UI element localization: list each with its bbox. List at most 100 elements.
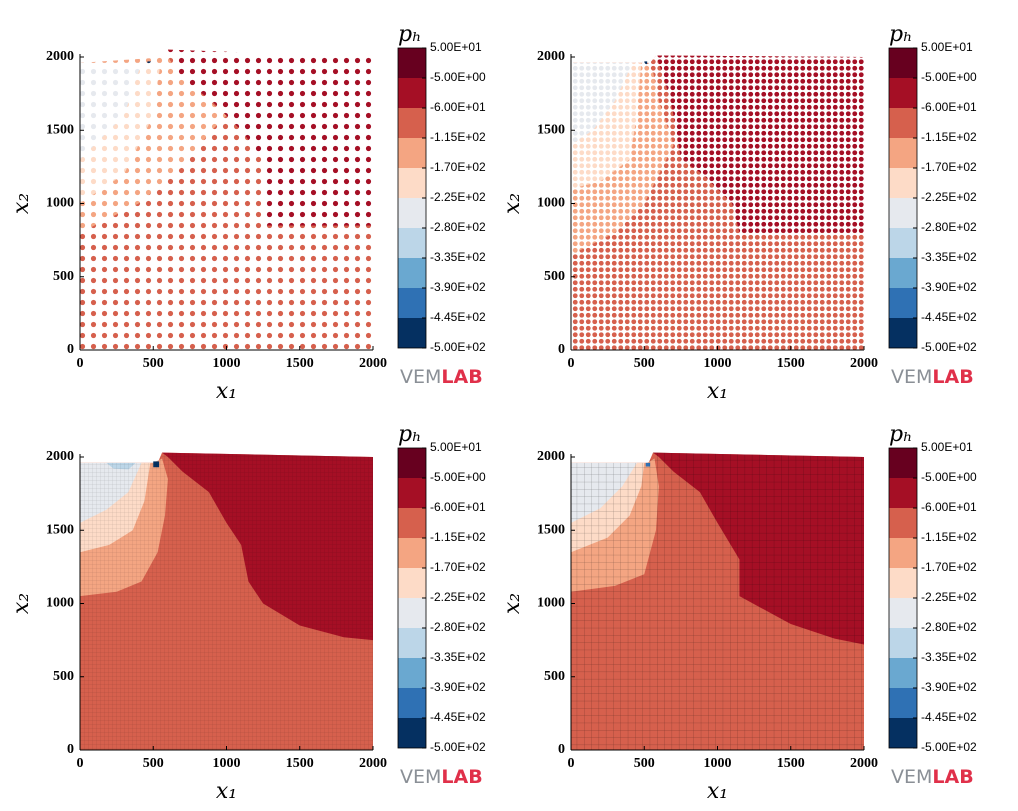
colorbar-band [889, 228, 917, 258]
logo: VEMLAB [891, 766, 974, 788]
colorbar-band [889, 258, 917, 288]
x-tick-label: 500 [634, 356, 655, 371]
colorbar-tick-label: -4.45E+02 [430, 710, 486, 724]
colorbar-band [889, 78, 917, 108]
colorbar-band [889, 448, 917, 478]
colorbar-band [398, 448, 426, 478]
colorbar-tick-label: -5.00E+02 [430, 740, 486, 754]
x-tick-label: 1000 [213, 756, 241, 771]
colorbar-band [889, 198, 917, 228]
logo-lab: LAB [441, 766, 482, 788]
y-tick-label: 1000 [46, 196, 74, 211]
colorbar-band [398, 628, 426, 658]
logo-lab: LAB [932, 366, 973, 388]
x-tick-label: 2000 [359, 756, 387, 771]
colorbar-tick-label: 5.00E+01 [921, 40, 973, 54]
colorbar-band [889, 478, 917, 508]
y-tick-label: 1500 [537, 522, 565, 537]
pressure-field [80, 452, 373, 750]
x-axis-label: x₁ [707, 779, 728, 804]
pressure-region [571, 62, 633, 145]
y-tick-label: 2000 [46, 49, 74, 64]
x-axis-label: x₁ [707, 379, 728, 404]
y-tick-label: 1000 [537, 596, 565, 611]
logo: VEMLAB [891, 366, 974, 388]
colorbar-band [398, 48, 426, 78]
colorbar-tick-label: -1.70E+02 [921, 560, 977, 574]
colorbar-tick-label: -4.45E+02 [921, 710, 977, 724]
colorbar-tick-label: -2.80E+02 [430, 220, 486, 234]
colorbar-tick-label: -3.35E+02 [430, 650, 486, 664]
colorbar-band [889, 138, 917, 168]
x-tick-label: 500 [143, 356, 164, 371]
pressure-region [167, 49, 373, 226]
x-tick-label: 0 [568, 356, 575, 371]
y-tick-label: 2000 [537, 449, 565, 464]
colorbar-band [889, 538, 917, 568]
colorbar-tick-label: -3.35E+02 [921, 250, 977, 264]
colorbar-band [398, 228, 426, 258]
colorbar-band [398, 318, 426, 348]
colorbar-band [398, 538, 426, 568]
colorbar-band [398, 138, 426, 168]
mesh [571, 452, 864, 750]
x-tick-label: 1000 [213, 356, 241, 371]
colorbar-band [398, 598, 426, 628]
logo-vem: VEM [400, 766, 441, 788]
logo-vem: VEM [891, 766, 932, 788]
colorbar-band [398, 198, 426, 228]
y-tick-label: 0 [67, 342, 74, 357]
y-tick-label: 2000 [46, 449, 74, 464]
y-tick-label: 1500 [537, 122, 565, 137]
y-tick-label: 500 [53, 269, 74, 284]
colorbar-band [398, 168, 426, 198]
panel: 0 500 1000 1500 2000 0 500 1000 1500 2000 x₁ x₂ 5.00… [500, 422, 977, 804]
colorbar-band [398, 258, 426, 288]
colorbar-band [889, 288, 917, 318]
colorbar-label: pₕ [889, 22, 913, 47]
y-tick-label: 500 [53, 669, 74, 684]
pressure-field [571, 452, 864, 750]
x-axis-label: x₁ [216, 379, 237, 404]
colorbar-tick-label: -4.45E+02 [921, 310, 977, 324]
colorbar-band [889, 658, 917, 688]
y-tick-label: 1000 [46, 596, 74, 611]
colorbar-tick-label: -1.15E+02 [430, 130, 486, 144]
pressure-region [80, 62, 142, 160]
colorbar-tick-label: -5.00E+00 [921, 470, 977, 484]
colorbar-tick-label: 5.00E+01 [921, 440, 973, 454]
colorbar-tick-label: -1.15E+02 [430, 530, 486, 544]
logo-vem: VEM [400, 366, 441, 388]
y-tick-label: 1500 [46, 122, 74, 137]
colorbar-tick-label: -6.00E+01 [921, 500, 977, 514]
colorbar-band [398, 568, 426, 598]
panel: 0 500 1000 1500 2000 0 500 1000 1500 2000 x₁ x₂ 5.00… [500, 22, 977, 404]
x-tick-label: 2000 [850, 756, 878, 771]
x-tick-label: 1000 [704, 756, 732, 771]
colorbar-label: pₕ [398, 22, 422, 47]
colorbar-band [889, 628, 917, 658]
x-tick-label: 0 [77, 756, 84, 771]
colorbar-band [398, 658, 426, 688]
y-tick-label: 500 [544, 269, 565, 284]
x-tick-label: 1500 [286, 756, 314, 771]
y-axis-label: x₂ [9, 593, 34, 614]
y-axis-label: x₂ [500, 193, 525, 214]
x-tick-label: 0 [568, 756, 575, 771]
colorbar-tick-label: -3.90E+02 [430, 680, 486, 694]
y-axis-label: x₂ [9, 193, 34, 214]
colorbar-tick-label: -2.80E+02 [921, 220, 977, 234]
colorbar-band [889, 108, 917, 138]
colorbar-tick-label: -4.45E+02 [430, 310, 486, 324]
colorbar-tick-label: -2.80E+02 [921, 620, 977, 634]
colorbar-tick-label: -6.00E+01 [921, 100, 977, 114]
colorbar-band [398, 508, 426, 538]
colorbar-tick-label: -1.15E+02 [921, 130, 977, 144]
pressure-region [642, 61, 648, 66]
colorbar-tick-label: -5.00E+00 [430, 70, 486, 84]
x-tick-label: 500 [634, 756, 655, 771]
logo: VEMLAB [400, 366, 483, 388]
colorbar-band [889, 688, 917, 718]
colorbar-tick-label: -6.00E+01 [430, 100, 486, 114]
colorbar-tick-label: -5.00E+02 [430, 340, 486, 354]
